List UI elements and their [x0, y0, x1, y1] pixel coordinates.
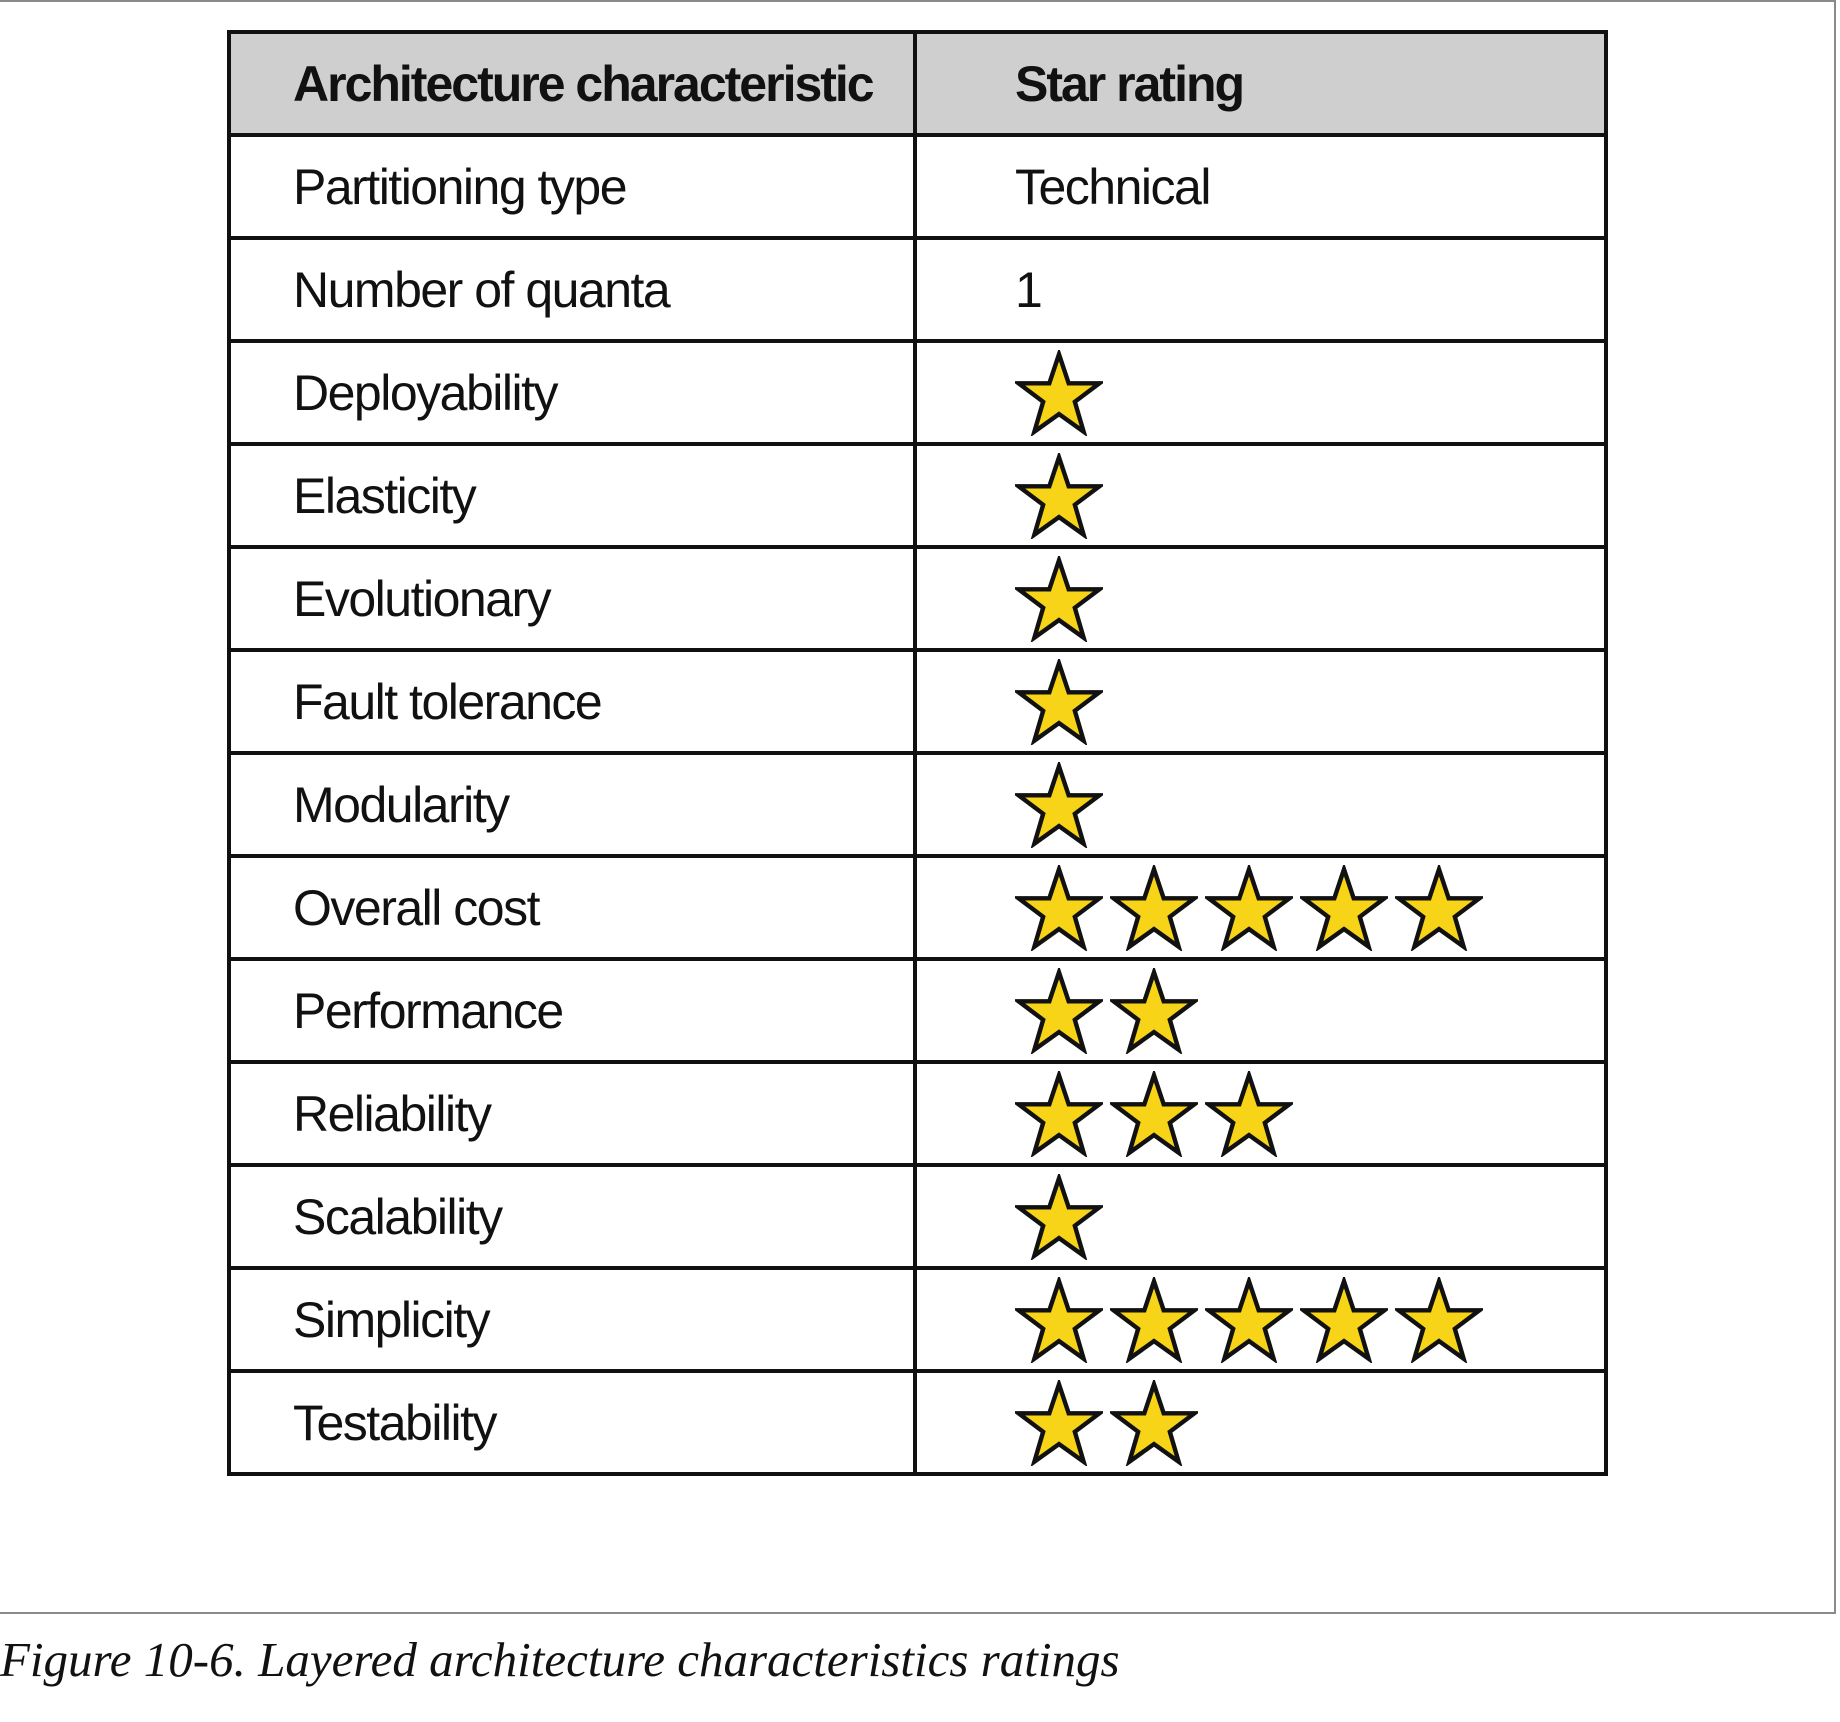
stars-group	[1015, 549, 1604, 648]
stars-group	[1015, 1167, 1604, 1266]
table-row: Overall cost	[227, 854, 1608, 961]
star-icon	[1015, 349, 1103, 436]
characteristic-label: Reliability	[227, 1060, 917, 1167]
table-row: Evolutionary	[227, 545, 1608, 652]
figure-caption: Figure 10-6. Layered architecture charac…	[0, 1632, 1120, 1687]
header-star-rating: Star rating	[913, 30, 1608, 137]
stars-group	[1015, 652, 1604, 751]
star-icon	[1015, 1379, 1103, 1466]
star-icon	[1300, 1276, 1388, 1363]
rating-text: Technical	[913, 133, 1608, 240]
table-header-row: Architecture characteristic Star rating	[227, 30, 1608, 137]
star-icon	[1110, 1379, 1198, 1466]
stars-group	[1015, 446, 1604, 545]
characteristic-label: Overall cost	[227, 854, 917, 961]
table-row: Scalability	[227, 1163, 1608, 1270]
characteristic-label: Deployability	[227, 339, 917, 446]
star-icon	[1015, 1276, 1103, 1363]
star-icon	[1015, 761, 1103, 848]
stars-group	[1015, 1373, 1604, 1472]
figure-frame: Architecture characteristic Star rating …	[0, 0, 1836, 1614]
star-icon	[1015, 967, 1103, 1054]
star-rating	[913, 1266, 1608, 1373]
characteristic-label: Scalability	[227, 1163, 917, 1270]
star-icon	[1205, 864, 1293, 951]
star-rating	[913, 1163, 1608, 1270]
star-icon	[1015, 1173, 1103, 1260]
star-rating	[913, 648, 1608, 755]
table-row: Fault tolerance	[227, 648, 1608, 755]
star-rating	[913, 854, 1608, 961]
header-characteristic: Architecture characteristic	[227, 30, 917, 137]
table-row: Simplicity	[227, 1266, 1608, 1373]
characteristic-label: Testability	[227, 1369, 917, 1476]
star-icon	[1395, 1276, 1483, 1363]
characteristic-label: Performance	[227, 957, 917, 1064]
characteristic-label: Number of quanta	[227, 236, 917, 343]
star-icon	[1015, 1070, 1103, 1157]
characteristic-label: Modularity	[227, 751, 917, 858]
table-row: Performance	[227, 957, 1608, 1064]
table-row: Modularity	[227, 751, 1608, 858]
table-row: Elasticity	[227, 442, 1608, 549]
star-icon	[1205, 1276, 1293, 1363]
table-row: Number of quanta 1	[227, 236, 1608, 343]
characteristic-label: Evolutionary	[227, 545, 917, 652]
rating-text: 1	[913, 236, 1608, 343]
star-icon	[1015, 452, 1103, 539]
star-rating	[913, 339, 1608, 446]
stars-group	[1015, 1064, 1604, 1163]
star-rating	[913, 1369, 1608, 1476]
stars-group	[1015, 961, 1604, 1060]
stars-group	[1015, 755, 1604, 854]
star-icon	[1110, 1276, 1198, 1363]
table-row: Testability	[227, 1369, 1608, 1476]
star-icon	[1110, 864, 1198, 951]
star-rating	[913, 1060, 1608, 1167]
star-rating	[913, 545, 1608, 652]
table-row: Reliability	[227, 1060, 1608, 1167]
star-icon	[1395, 864, 1483, 951]
star-rating	[913, 957, 1608, 1064]
characteristics-ratings-table: Architecture characteristic Star rating …	[227, 30, 1608, 1476]
star-rating	[913, 442, 1608, 549]
characteristic-label: Elasticity	[227, 442, 917, 549]
star-rating	[913, 751, 1608, 858]
table-body: Partitioning type Technical Number of quan…	[227, 133, 1608, 1476]
star-icon	[1110, 1070, 1198, 1157]
star-icon	[1205, 1070, 1293, 1157]
star-icon	[1300, 864, 1388, 951]
star-icon	[1015, 864, 1103, 951]
stars-group	[1015, 343, 1604, 442]
stars-group	[1015, 858, 1604, 957]
star-icon	[1015, 658, 1103, 745]
table-row: Deployability	[227, 339, 1608, 446]
characteristic-label: Partitioning type	[227, 133, 917, 240]
stars-group	[1015, 1270, 1604, 1369]
characteristic-label: Fault tolerance	[227, 648, 917, 755]
table-row: Partitioning type Technical	[227, 133, 1608, 240]
star-icon	[1110, 967, 1198, 1054]
star-icon	[1015, 555, 1103, 642]
characteristic-label: Simplicity	[227, 1266, 917, 1373]
